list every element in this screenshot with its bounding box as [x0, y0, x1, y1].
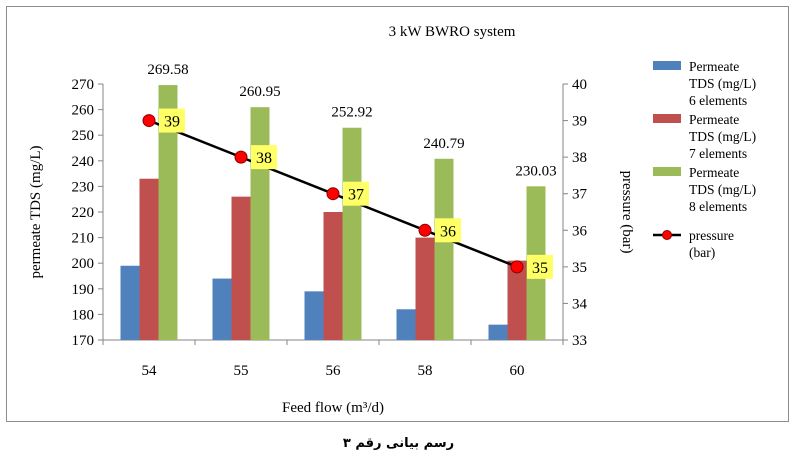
bar-8-elements — [434, 158, 454, 340]
legend-label: 7 elements — [689, 146, 747, 161]
bar-7-elements — [507, 260, 527, 340]
x-tick-label: 56 — [326, 363, 342, 379]
y-tick-label-left: 210 — [72, 231, 95, 247]
y-tick-label-left: 180 — [72, 307, 95, 323]
bar-8-elements — [250, 107, 270, 340]
legend-label: 6 elements — [689, 93, 747, 108]
y-tick-label-left: 230 — [72, 179, 95, 195]
bar-7-elements — [231, 196, 251, 340]
x-tick-label: 55 — [234, 363, 249, 379]
chart-frame — [6, 6, 789, 422]
bar-8-elements — [342, 127, 362, 341]
bar-data-label: 240.79 — [423, 136, 464, 152]
legend-swatch — [653, 61, 681, 70]
bar-6-elements — [304, 291, 324, 340]
pressure-data-label: 36 — [440, 223, 456, 240]
legend-swatch — [653, 167, 681, 176]
bar-8-elements — [158, 85, 178, 341]
pressure-data-label: 37 — [348, 187, 364, 204]
figure-caption: رسم بیانی رقم ۳ — [342, 436, 455, 451]
legend-label: Permeate — [689, 112, 739, 127]
pressure-marker — [326, 187, 340, 201]
legend-label: Permeate — [689, 59, 739, 74]
x-tick-label: 54 — [142, 363, 158, 379]
chart-title: 3 kW BWRO system — [389, 24, 516, 40]
legend-label: 8 elements — [689, 199, 747, 214]
x-tick-label: 60 — [510, 363, 525, 379]
y-tick-label-left: 200 — [72, 256, 95, 272]
legend-label: pressure — [689, 228, 734, 243]
y-tick-label-left: 270 — [72, 77, 95, 93]
bar-data-label: 230.03 — [515, 163, 556, 179]
pressure-data-label: 38 — [256, 150, 272, 167]
bar-data-label: 252.92 — [331, 105, 372, 121]
bar-7-elements — [323, 212, 343, 340]
y-tick-label-right: 36 — [572, 223, 588, 239]
x-tick-label: 58 — [418, 363, 433, 379]
bar-data-label: 260.95 — [239, 84, 280, 100]
bar-7-elements — [139, 178, 159, 340]
y-tick-label-right: 34 — [572, 296, 588, 312]
y-tick-label-right: 33 — [572, 333, 587, 349]
bar-6-elements — [120, 265, 140, 340]
pressure-label-bg — [159, 108, 185, 133]
y-tick-label-left: 190 — [72, 282, 95, 298]
pressure-label-bg — [343, 181, 369, 206]
legend-label: TDS (mg/L) — [689, 129, 756, 144]
legend-label: TDS (mg/L) — [689, 182, 756, 197]
y-tick-label-right: 37 — [572, 187, 588, 203]
legend-label: TDS (mg/L) — [689, 76, 756, 91]
bar-6-elements — [488, 324, 508, 340]
legend-label: (bar) — [689, 245, 715, 260]
legend-swatch — [653, 114, 681, 123]
y-tick-label-left: 170 — [72, 333, 95, 349]
x-axis-label: Feed flow (m³/d) — [282, 400, 384, 416]
pressure-label-bg — [527, 254, 553, 279]
y-axis-label-right: pressure (bar) — [619, 171, 635, 254]
y-axis-label-left: permeate TDS (mg/L) — [28, 145, 44, 278]
y-tick-label-left: 220 — [72, 205, 95, 221]
y-tick-label-left: 250 — [72, 128, 95, 144]
bar-7-elements — [415, 237, 435, 340]
y-tick-label-left: 240 — [72, 154, 95, 170]
y-tick-label-right: 38 — [572, 150, 587, 166]
y-tick-label-left: 260 — [72, 103, 95, 119]
bar-6-elements — [212, 278, 232, 340]
bar-6-elements — [396, 309, 416, 340]
y-tick-label-right: 35 — [572, 260, 587, 276]
pressure-data-label: 35 — [532, 260, 548, 277]
legend-swatch-marker — [662, 230, 672, 240]
legend-label: Permeate — [689, 165, 739, 180]
bar-data-label: 269.58 — [147, 62, 188, 78]
pressure-marker — [510, 260, 524, 274]
pressure-data-label: 39 — [164, 114, 180, 131]
pressure-label-bg — [435, 218, 461, 243]
pressure-marker — [142, 114, 156, 128]
y-tick-label-right: 39 — [572, 114, 587, 130]
pressure-label-bg — [251, 145, 277, 170]
pressure-marker — [234, 150, 248, 164]
y-tick-label-right: 40 — [572, 77, 587, 93]
pressure-marker — [418, 223, 432, 237]
